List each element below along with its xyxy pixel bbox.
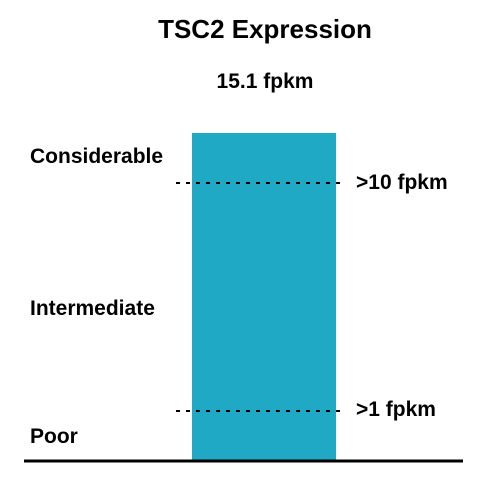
chart-subtitle: 15.1 fpkm: [217, 70, 314, 93]
reference-label-high: >10 fpkm: [356, 171, 448, 194]
chart-title: TSC2 Expression: [158, 14, 372, 44]
level-label-considerable: Considerable: [30, 145, 163, 168]
level-label-poor: Poor: [30, 425, 78, 448]
reference-label-low: >1 fpkm: [356, 398, 436, 421]
level-label-intermediate: Intermediate: [30, 297, 155, 320]
expression-bar: [192, 133, 336, 461]
